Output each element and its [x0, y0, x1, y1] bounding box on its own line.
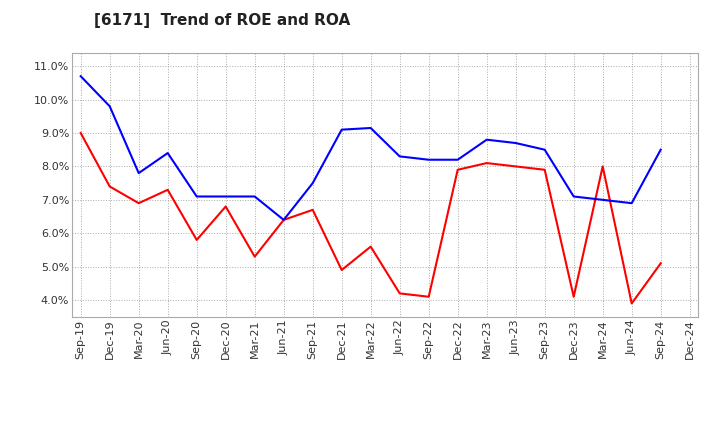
ROA [135, 170, 143, 176]
ROA [366, 125, 375, 131]
ROE [541, 167, 549, 172]
ROA [598, 197, 607, 202]
ROA [279, 217, 288, 223]
ROE [105, 184, 114, 189]
ROA [221, 194, 230, 199]
ROE [338, 268, 346, 273]
ROA [657, 147, 665, 152]
ROA [570, 194, 578, 199]
ROE [76, 130, 85, 136]
ROA [627, 201, 636, 206]
Legend: ROE, ROA: ROE, ROA [312, 434, 458, 440]
ROE [192, 237, 201, 242]
ROE [424, 294, 433, 299]
ROE [395, 291, 404, 296]
ROA [395, 154, 404, 159]
ROA [163, 150, 172, 156]
ROA [308, 180, 317, 186]
ROE [511, 164, 520, 169]
Text: [6171]  Trend of ROE and ROA: [6171] Trend of ROE and ROA [94, 13, 350, 28]
ROE [570, 294, 578, 299]
ROE [163, 187, 172, 192]
ROE [279, 217, 288, 223]
ROA [541, 147, 549, 152]
ROE [221, 204, 230, 209]
ROE [366, 244, 375, 249]
ROA [511, 140, 520, 146]
ROA [192, 194, 201, 199]
Line: ROA: ROA [81, 76, 661, 220]
ROA [251, 194, 259, 199]
Line: ROE: ROE [81, 133, 661, 304]
ROE [627, 301, 636, 306]
ROE [454, 167, 462, 172]
ROE [482, 161, 491, 166]
ROA [454, 157, 462, 162]
ROA [76, 73, 85, 79]
ROE [657, 260, 665, 266]
ROE [135, 201, 143, 206]
ROA [338, 127, 346, 132]
ROE [308, 207, 317, 213]
ROE [251, 254, 259, 259]
ROA [424, 157, 433, 162]
ROE [598, 164, 607, 169]
ROA [482, 137, 491, 142]
ROA [105, 104, 114, 109]
